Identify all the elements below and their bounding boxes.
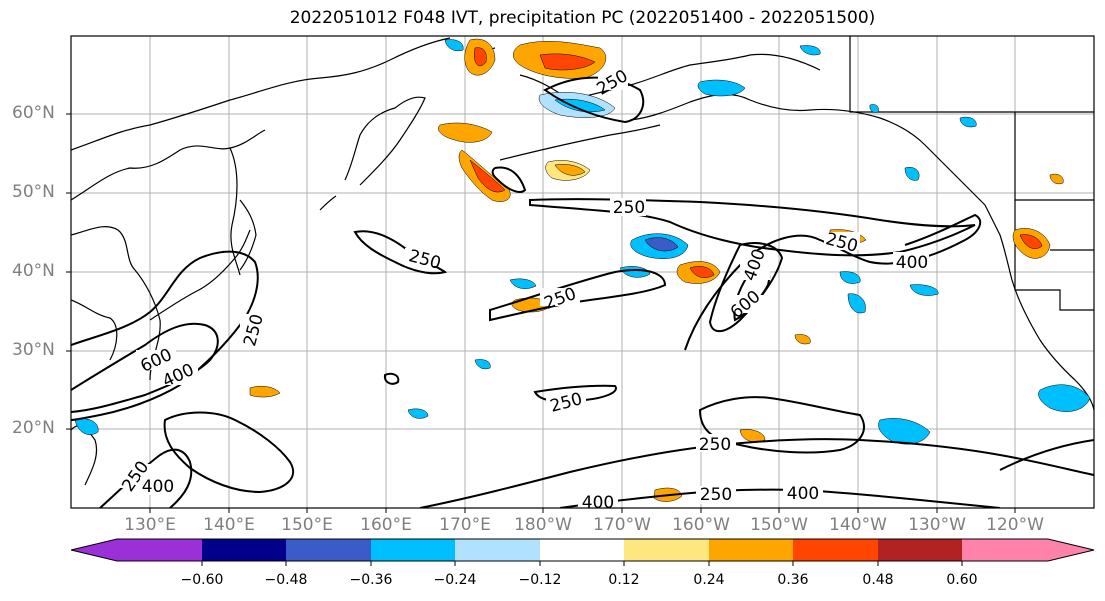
colorbar-tick-label: −0.12	[518, 572, 562, 588]
colorbar-extend-low	[71, 539, 117, 561]
contour-label: 250	[593, 66, 631, 100]
lon-label: 160°W	[672, 515, 730, 535]
contour-label: 250	[699, 435, 731, 455]
colorbar-tick-label: −0.36	[349, 572, 393, 588]
map-title: 2022051012 F048 IVT, precipitation PC (2…	[289, 8, 876, 28]
lat-label: 60°N	[12, 103, 55, 123]
colorbar-tick-label: 0.48	[862, 572, 894, 588]
contour-label: 250	[613, 198, 645, 218]
colorbar-tick-label: −0.60	[180, 572, 224, 588]
lon-label: 170°E	[439, 515, 491, 535]
contour-label: 400	[896, 253, 928, 273]
contour-label: 400	[142, 477, 174, 497]
colorbar-swatch	[371, 539, 456, 561]
precip-shading	[74, 38, 1091, 502]
contour-labels: 250 250 250 400 400 600 250 250 250 600 …	[118, 66, 929, 513]
colorbar-extend-high	[1048, 539, 1094, 561]
colorbar-swatch	[202, 539, 287, 561]
colorbar-swatch	[540, 539, 625, 561]
lon-label: 150°E	[281, 515, 333, 535]
ivt-contours	[71, 76, 1094, 508]
lat-label: 20°N	[12, 418, 55, 438]
axis-ticks	[66, 113, 1016, 513]
colorbar-tick-label: 0.36	[777, 572, 809, 588]
lat-label: 30°N	[12, 340, 55, 360]
lon-label: 140°W	[829, 515, 887, 535]
colorbar-swatch	[117, 539, 202, 561]
colorbar-tick-label: 0.12	[608, 572, 640, 588]
lon-label: 140°E	[203, 515, 255, 535]
colorbar-swatch	[624, 539, 709, 561]
colorbar-tick-label: 0.24	[693, 572, 725, 588]
colorbar-swatch	[962, 539, 1048, 561]
colorbar-swatch	[455, 539, 540, 561]
colorbar-swatch	[793, 539, 878, 561]
lon-label: 150°W	[750, 515, 808, 535]
colorbar-tick-label: 0.60	[946, 572, 978, 588]
colorbar-swatch	[878, 539, 963, 561]
colorbar-swatch	[709, 539, 794, 561]
lon-label: 130°E	[124, 515, 176, 535]
lat-label: 50°N	[12, 182, 55, 202]
lon-label: 120°W	[986, 515, 1044, 535]
colorbar-tick-label: −0.48	[264, 572, 308, 588]
colorbar	[70, 538, 1095, 566]
lon-label: 160°E	[360, 515, 412, 535]
lon-label: 180°W	[514, 515, 572, 535]
lat-label: 40°N	[12, 261, 55, 281]
colorbar-tick-label: −0.24	[433, 572, 477, 588]
lon-label: 130°W	[908, 515, 966, 535]
colorbar-swatch	[286, 539, 371, 561]
contour-label: 250	[700, 485, 732, 505]
gridlines	[71, 36, 1094, 508]
contour-label: 600	[727, 287, 765, 323]
contour-label: 400	[582, 493, 614, 513]
lon-label: 170°W	[593, 515, 651, 535]
contour-label: 400	[787, 484, 819, 504]
